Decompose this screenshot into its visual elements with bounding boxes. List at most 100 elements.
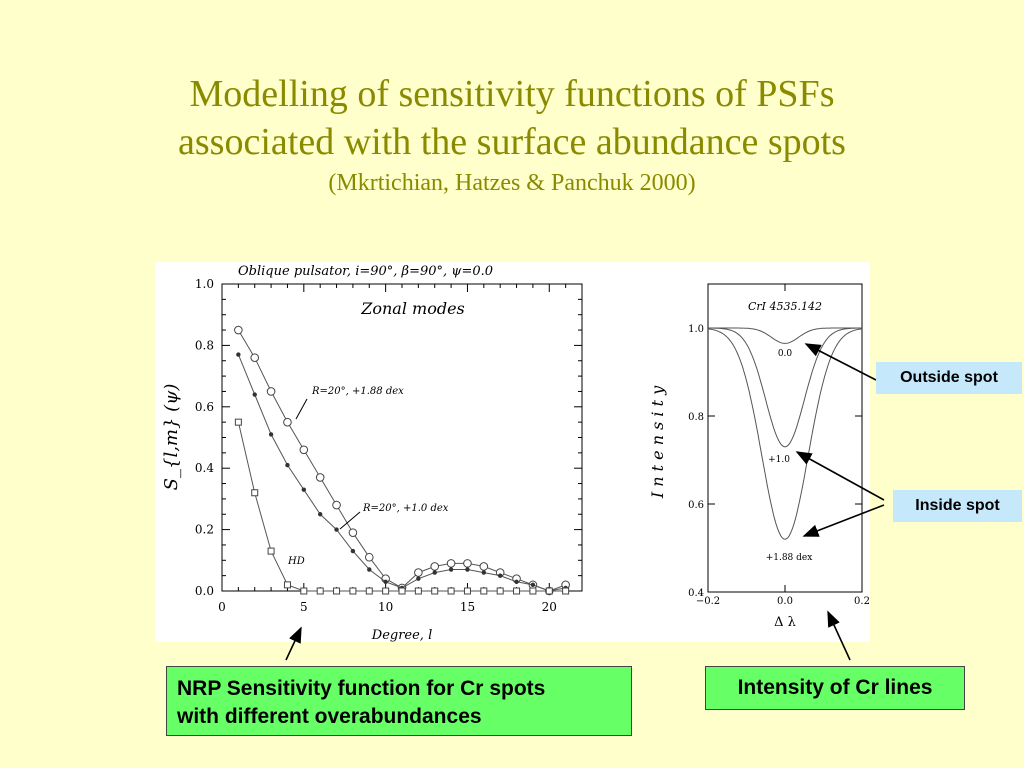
y-tick-label: 0.8 [195, 338, 214, 352]
data-point-dot [497, 573, 503, 578]
data-point-dot [481, 570, 487, 575]
y-tick-label: 0.2 [195, 523, 214, 537]
data-point-square [431, 587, 439, 595]
data-point-dot [285, 462, 290, 468]
data-point-dot [317, 512, 323, 517]
x-tick-label: 10 [378, 600, 393, 614]
data-point-dot [252, 392, 257, 397]
series-label-2-pointer [339, 511, 361, 530]
outside-spot-label: Outside spot [876, 362, 1022, 394]
x-tick-label: 5 [300, 600, 308, 614]
y-tick-label: 0.6 [195, 400, 214, 414]
chart-title: CrI 4535.142 [748, 300, 822, 313]
x-axis-label: Degree, l [371, 628, 432, 643]
y-tick-label: 0.6 [688, 500, 704, 511]
figure-panel: 0 5 10 15 20 0.0 0.2 0.4 0.6 0.8 1.0 Oblique pulsat… [155, 262, 870, 643]
y-axis-label: S_{l,m} (ψ) [161, 384, 182, 491]
data-point-circle [299, 445, 309, 455]
data-point-square [496, 587, 504, 595]
nrp-caption: NRP Sensitivity function for Cr spots wi… [166, 666, 632, 736]
x-tick-label: −0.2 [696, 596, 720, 607]
data-point-square [480, 587, 488, 595]
x-tick-label: 0 [218, 600, 226, 614]
y-tick-label: 1.0 [195, 277, 214, 291]
data-point-dot [530, 582, 536, 588]
y-tick-label: 1.0 [688, 324, 704, 335]
nrp-arrow [285, 626, 302, 661]
chart-annotation: Zonal modes [360, 299, 465, 318]
data-point-square [463, 587, 471, 595]
data-point-circle [479, 562, 489, 571]
slide-title-line2: associated with the surface abundance sp… [178, 121, 846, 163]
sensitivity-chart: 0 5 10 15 20 0.0 0.2 0.4 0.6 0.8 1.0 Oblique pulsat… [161, 264, 583, 643]
slide-subtitle: (Mkrtichian, Hatzes & Panchuk 2000) [328, 170, 696, 196]
profile-line-0 [708, 327, 862, 344]
data-point-dot [301, 487, 307, 492]
data-point-dot [465, 567, 470, 572]
data-point-square [365, 587, 373, 595]
profile-label-2: +1.88 dex [766, 553, 813, 563]
data-point-dot [268, 432, 274, 437]
data-point-circle [283, 417, 292, 427]
data-point-dot [416, 576, 421, 581]
series-label-1-pointer [295, 398, 308, 420]
nrp-caption-line2: with different overabundances [177, 705, 482, 728]
y-tick-label: 0.8 [688, 412, 704, 423]
data-point-square [398, 587, 406, 595]
data-point-square [283, 581, 291, 589]
data-point-square [562, 587, 570, 595]
data-point-circle [266, 387, 276, 396]
data-point-square [267, 547, 275, 555]
series-label-1: R=20°, +1.88 dex [311, 386, 404, 397]
data-point-circle [250, 353, 260, 362]
data-point-square [545, 587, 553, 595]
data-point-circle [446, 559, 456, 568]
data-point-dot [236, 352, 241, 357]
inside-spot-arrow-lower [802, 504, 885, 537]
x-tick-label: 0.0 [777, 596, 793, 607]
x-tick-label: 15 [460, 600, 475, 614]
data-point-square [333, 587, 341, 595]
series-label-3: HD [287, 556, 305, 567]
series-label-2: R=20°, +1.0 dex [362, 503, 449, 514]
data-point-dot [367, 567, 372, 572]
nrp-caption-line1: NRP Sensitivity function for Cr spots [177, 677, 546, 700]
data-point-circle [332, 500, 341, 510]
data-point-circle [234, 325, 243, 335]
intensity-arrow [827, 610, 851, 661]
x-tick-label: 20 [542, 600, 557, 614]
inside-spot-arrow-upper [795, 451, 885, 501]
data-point-square [529, 587, 537, 595]
x-axis-label: Δ λ [774, 615, 796, 630]
data-point-dot [334, 527, 339, 532]
data-point-circle [414, 568, 423, 577]
data-point-circle [315, 473, 325, 482]
data-point-dot [514, 579, 519, 584]
profile-line-1 [707, 327, 863, 448]
data-point-square [300, 587, 308, 595]
profile-label-0: 0.0 [778, 349, 793, 359]
intensity-caption: Intensity of Cr lines [705, 666, 965, 710]
slide-title-line1: Modelling of sensitivity functions of PS… [189, 73, 835, 115]
data-point-circle [348, 528, 358, 537]
data-point-square [349, 587, 357, 595]
data-point-square [414, 587, 422, 595]
data-point-circle [364, 552, 374, 562]
x-tick-label: 0.2 [854, 596, 870, 607]
data-point-square [513, 587, 521, 595]
y-tick-label: 0.4 [195, 461, 214, 475]
data-point-dot [448, 567, 454, 572]
intensity-chart: −0.2 0.0 0.2 0.4 0.6 0.8 1.0 CrI 4535.142 Δ λ I n… [648, 283, 870, 630]
y-tick-label: 0.4 [688, 588, 704, 599]
y-axis-label: I n t e n s i t y [648, 385, 667, 499]
data-point-square [316, 587, 324, 595]
profile-line-2 [707, 328, 863, 540]
profile-label-1: +1.0 [768, 455, 790, 465]
data-point-square [382, 587, 390, 595]
outside-spot-arrow [804, 343, 877, 381]
data-point-circle [463, 559, 472, 568]
data-point-circle [430, 562, 440, 571]
data-point-dot [383, 579, 388, 584]
data-point-square [447, 587, 455, 595]
